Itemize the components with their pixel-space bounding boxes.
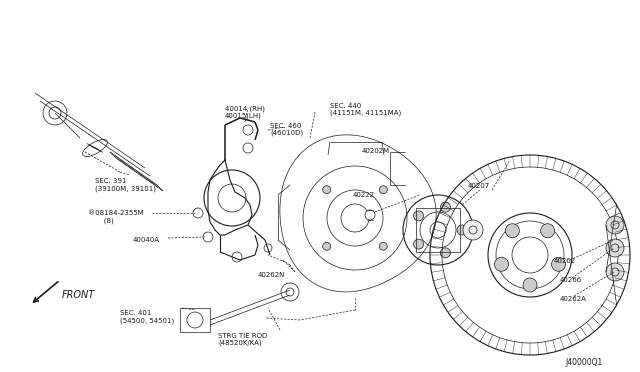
- Circle shape: [440, 248, 451, 258]
- Text: 40014 (RH)
40015(LH): 40014 (RH) 40015(LH): [225, 105, 265, 119]
- Circle shape: [552, 257, 566, 271]
- Text: SEC. 391
(39100M, 39101): SEC. 391 (39100M, 39101): [95, 178, 156, 192]
- Circle shape: [264, 244, 272, 252]
- Circle shape: [413, 211, 424, 221]
- Text: SEC. 401
(54500, 54501): SEC. 401 (54500, 54501): [120, 310, 174, 324]
- Circle shape: [365, 210, 375, 220]
- Circle shape: [203, 232, 213, 242]
- Circle shape: [323, 186, 331, 194]
- Text: ®08184-2355M
       (8): ®08184-2355M (8): [88, 210, 143, 224]
- Text: STRG TIE ROD
(48520K/KA): STRG TIE ROD (48520K/KA): [218, 333, 268, 346]
- Circle shape: [606, 263, 624, 281]
- Text: 40262: 40262: [554, 258, 576, 264]
- Text: 40222: 40222: [353, 192, 375, 198]
- Text: 40040A: 40040A: [133, 237, 160, 243]
- Circle shape: [232, 252, 242, 262]
- Circle shape: [523, 278, 537, 292]
- Circle shape: [541, 224, 555, 238]
- Circle shape: [506, 224, 520, 238]
- Text: 40262A: 40262A: [560, 296, 587, 302]
- Text: FRONT: FRONT: [62, 290, 95, 300]
- Circle shape: [243, 125, 253, 135]
- Text: SEC. 460
(46010D): SEC. 460 (46010D): [270, 123, 303, 137]
- Text: 40266: 40266: [560, 277, 582, 283]
- Circle shape: [380, 186, 387, 194]
- Circle shape: [463, 220, 483, 240]
- Text: 40202M: 40202M: [362, 148, 390, 154]
- Circle shape: [380, 242, 387, 250]
- Circle shape: [193, 208, 203, 218]
- Text: SEC. 440
(41151M, 41151MA): SEC. 440 (41151M, 41151MA): [330, 103, 401, 116]
- Circle shape: [323, 242, 331, 250]
- Circle shape: [606, 239, 624, 257]
- Circle shape: [243, 143, 253, 153]
- Circle shape: [440, 202, 451, 212]
- Text: J40000Q1: J40000Q1: [565, 358, 602, 367]
- Text: 40262N: 40262N: [258, 272, 285, 278]
- Circle shape: [413, 239, 424, 249]
- Circle shape: [457, 225, 467, 235]
- Circle shape: [495, 257, 508, 271]
- Circle shape: [606, 216, 624, 234]
- Text: 40207: 40207: [468, 183, 490, 189]
